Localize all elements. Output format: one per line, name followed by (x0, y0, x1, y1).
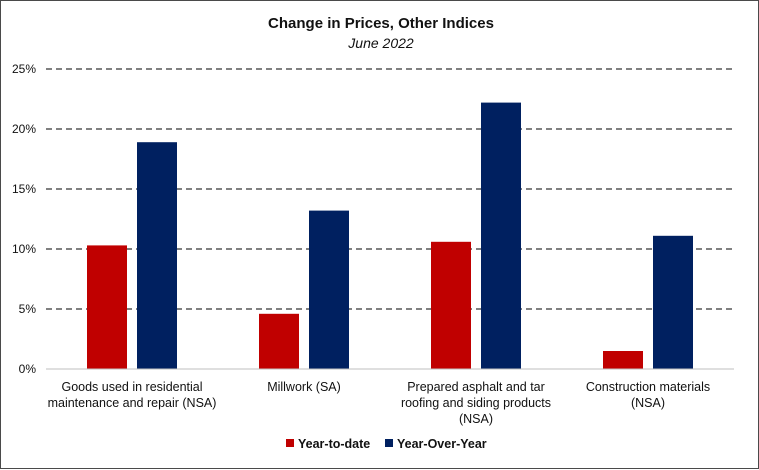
legend-label: Year-to-date (298, 437, 370, 451)
y-tick-label: 5% (19, 302, 37, 316)
x-category-label: Goods used in residential maintenance and… (48, 380, 217, 410)
chart-title: Change in Prices, Other Indices (268, 15, 494, 32)
chart-subtitle: June 2022 (347, 35, 414, 51)
y-tick-label: 20% (12, 122, 36, 136)
y-tick-label: 0% (19, 362, 37, 376)
bar-year-to-date (259, 313, 299, 369)
legend-label: Year-Over-Year (397, 437, 487, 451)
bar-year-over-year (309, 210, 349, 369)
bar-year-to-date (431, 241, 471, 369)
x-category-label: Millwork (SA) (267, 380, 341, 394)
bar-year-over-year (137, 142, 177, 369)
legend-swatch (385, 439, 393, 447)
bar-year-over-year (653, 235, 693, 369)
y-tick-label: 10% (12, 242, 36, 256)
bars (87, 102, 693, 369)
y-tick-label: 25% (12, 62, 36, 76)
y-tick-label: 15% (12, 182, 36, 196)
bar-year-to-date (603, 351, 643, 369)
legend-swatch (286, 439, 294, 447)
y-axis-ticks: 0% 5% 10% 15% 20% 25% (12, 62, 36, 376)
x-category-label: Construction materials (NSA) (586, 380, 710, 410)
x-axis-categories: Goods used in residential maintenance and… (48, 380, 711, 426)
bar-year-to-date (87, 245, 127, 369)
legend: Year-to-date Year-Over-Year (286, 437, 487, 451)
x-category-label: Prepared asphalt and tar roofing and sidi… (401, 380, 551, 426)
bar-year-over-year (481, 102, 521, 369)
